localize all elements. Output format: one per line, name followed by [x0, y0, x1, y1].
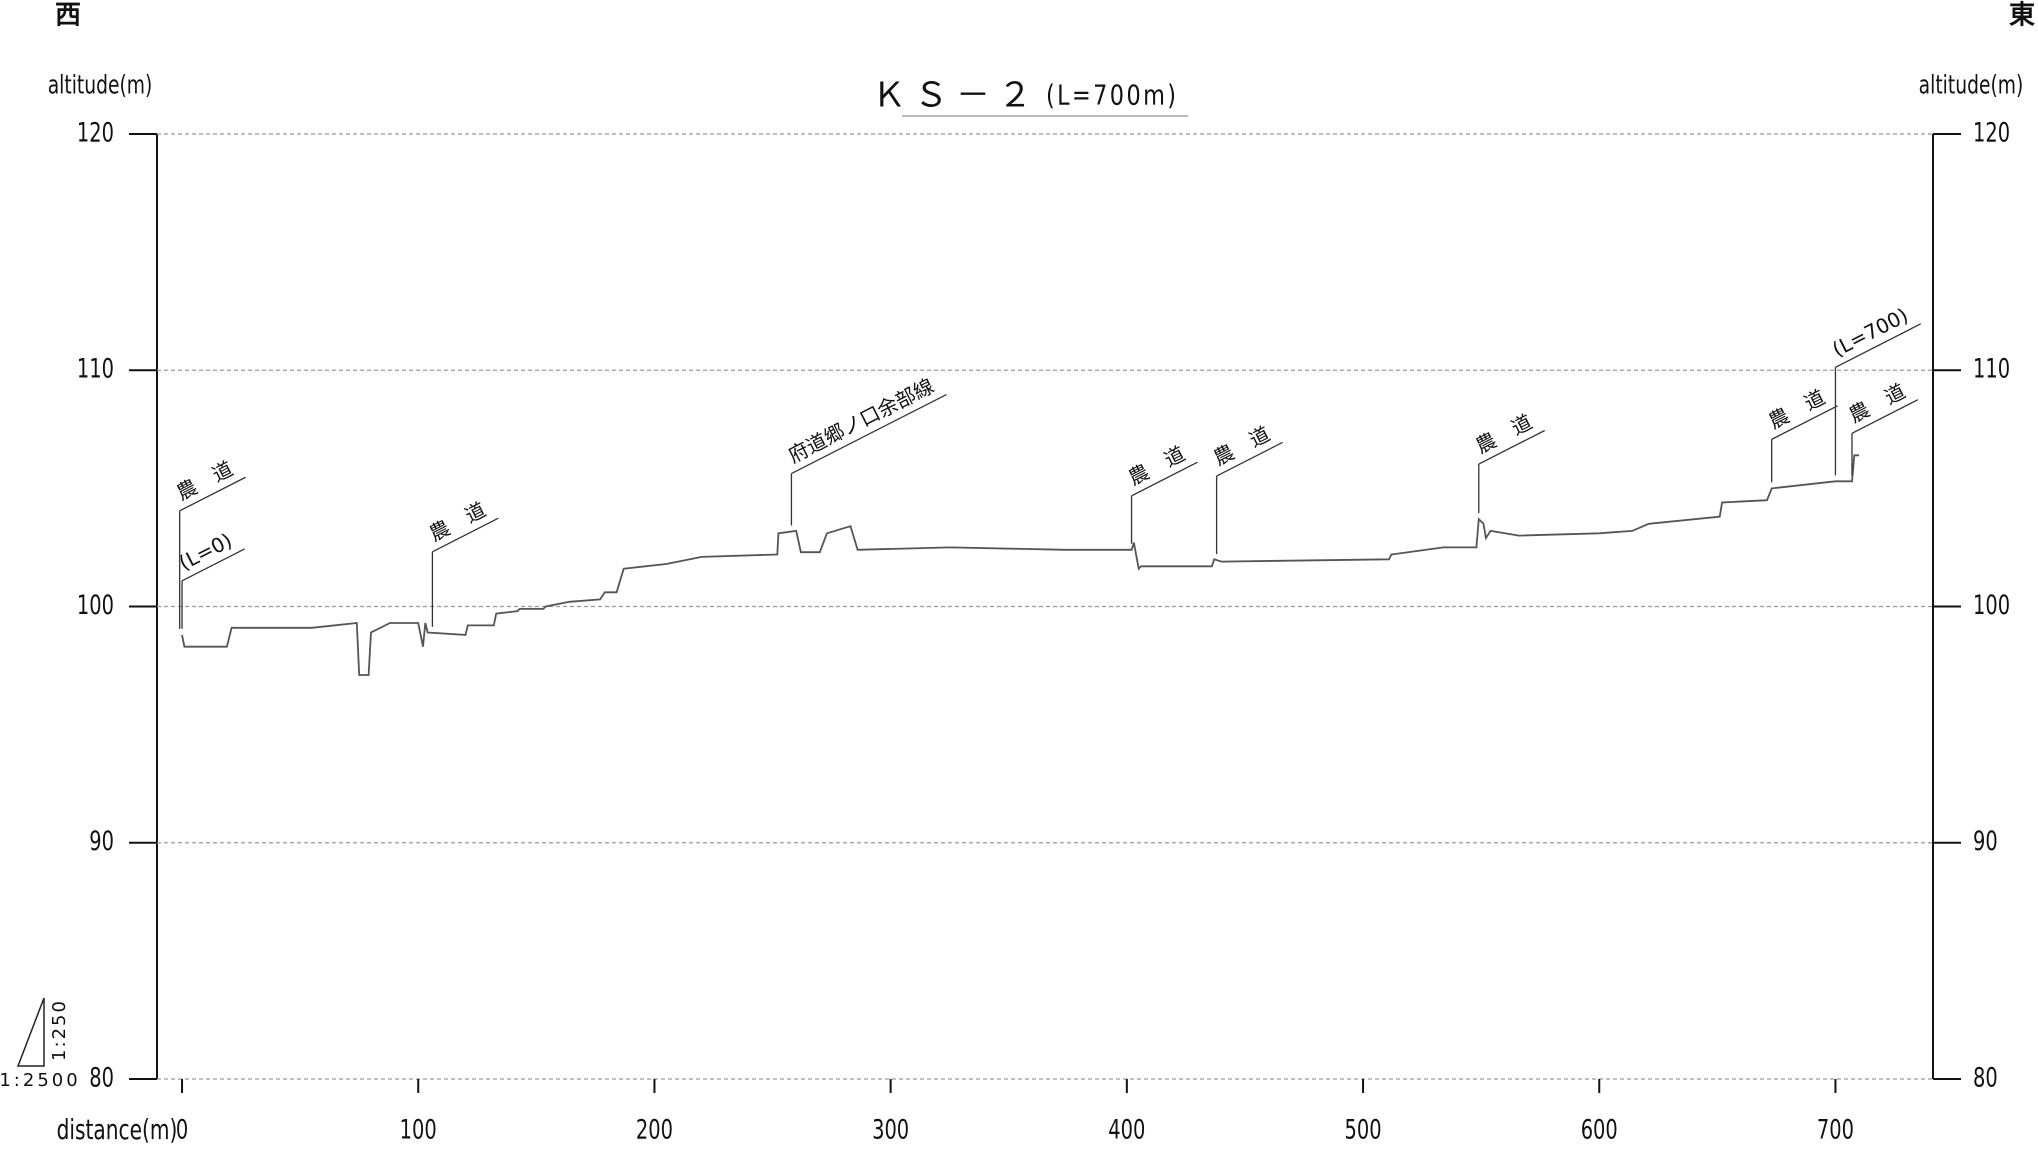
y-tick-label: 100 [77, 589, 114, 621]
vertical-scale: 1:250 [49, 999, 70, 1061]
leader-slant [179, 476, 246, 512]
y2-axis-label: altitude(m) [1919, 71, 2024, 101]
x-tick-label: 200 [636, 1113, 673, 1145]
y2-tick-label: 100 [1973, 589, 2010, 621]
y2-tick-label: 90 [1973, 825, 1998, 857]
x-tick-label: 600 [1581, 1113, 1618, 1145]
horizontal-scale: 1:2500 [0, 1070, 81, 1091]
east-label: 東 [2009, 1, 2035, 31]
y-axis-label: altitude(m) [48, 71, 153, 101]
leader-slant [1835, 323, 1922, 368]
y2-tick-label: 80 [1973, 1061, 1998, 1093]
scale-triangle [16, 997, 45, 1067]
leader-slant [1771, 405, 1838, 440]
x-tick-label: 400 [1108, 1113, 1145, 1145]
chart-title: ＫＳ－２ [872, 76, 1040, 116]
annotation: (L=0) [175, 528, 236, 575]
annotation: 府道郷ノ口余部線 [784, 374, 937, 468]
leader-slant [1478, 429, 1546, 465]
profile-line [181, 454, 1860, 676]
west-label: 西 [55, 1, 81, 31]
annotation: (L=700) [1828, 303, 1912, 361]
y-tick-label: 80 [89, 1061, 114, 1093]
leader-slant [181, 548, 245, 582]
leader-slant [1131, 461, 1198, 497]
leader-slant [1851, 399, 1919, 434]
chart-subtitle: (L=700m) [1046, 78, 1178, 111]
x-tick-label: 0 [176, 1113, 188, 1145]
x-tick-label: 100 [400, 1113, 437, 1145]
x-tick-label: 500 [1344, 1113, 1381, 1145]
x-axis-label: distance(m) [57, 1113, 178, 1146]
y2-tick-label: 120 [1973, 116, 2010, 148]
leader-slant [1216, 441, 1283, 477]
x-tick-label: 300 [872, 1113, 909, 1145]
leader-slant [432, 517, 499, 553]
y-tick-label: 90 [89, 825, 114, 857]
leader-slant [791, 393, 947, 475]
y2-tick-label: 110 [1973, 352, 2010, 384]
y-tick-label: 120 [77, 116, 114, 148]
y-tick-label: 110 [77, 352, 114, 384]
x-tick-label: 700 [1817, 1113, 1854, 1145]
